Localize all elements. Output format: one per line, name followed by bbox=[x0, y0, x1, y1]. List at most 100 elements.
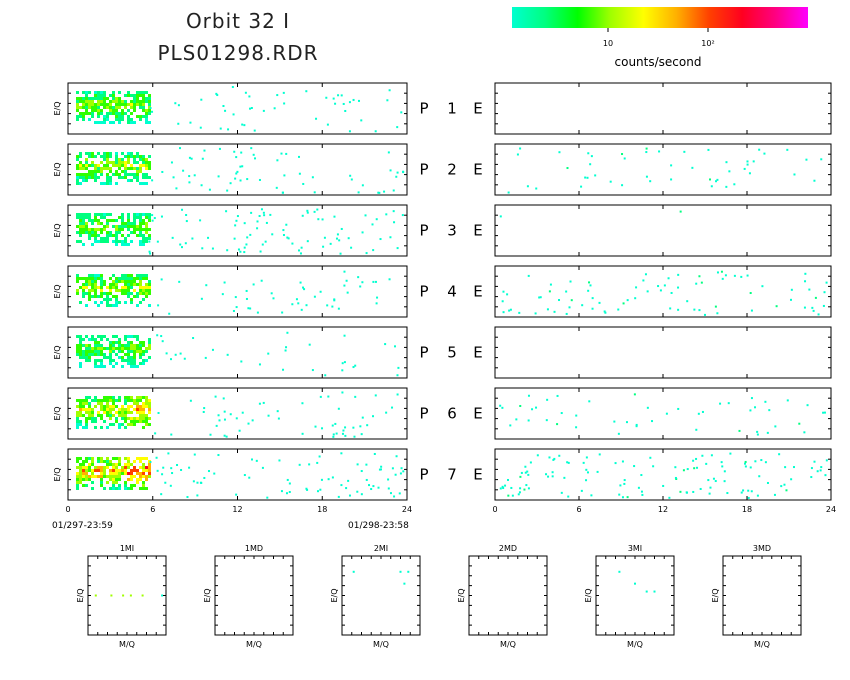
count-cell bbox=[142, 240, 145, 243]
count-cell bbox=[342, 102, 345, 105]
count-cell bbox=[82, 469, 85, 472]
count-cell bbox=[276, 410, 279, 413]
count-cell bbox=[124, 420, 127, 423]
count-cell bbox=[588, 400, 591, 403]
count-cell bbox=[199, 219, 202, 222]
count-cell bbox=[145, 216, 148, 219]
count-cell bbox=[261, 243, 264, 246]
count-cell bbox=[142, 417, 145, 420]
count-cell bbox=[109, 234, 112, 237]
count-cell bbox=[148, 338, 151, 341]
count-cell bbox=[91, 460, 94, 463]
count-cell bbox=[85, 359, 88, 362]
count-cell bbox=[245, 297, 248, 300]
count-cell bbox=[79, 173, 82, 176]
count-cell bbox=[139, 213, 142, 216]
count-cell bbox=[510, 486, 513, 489]
count-cell bbox=[85, 97, 88, 100]
count-cell bbox=[516, 153, 519, 156]
count-cell bbox=[311, 176, 314, 179]
y-axis-label: E/Q bbox=[53, 406, 62, 420]
count-cell bbox=[97, 170, 100, 173]
count-cell bbox=[103, 158, 106, 161]
count-cell bbox=[142, 292, 145, 295]
count-cell bbox=[247, 307, 250, 310]
count-cell bbox=[88, 356, 91, 359]
count-cell bbox=[824, 474, 827, 477]
count-cell bbox=[727, 402, 730, 405]
count-cell bbox=[91, 472, 94, 475]
count-cell bbox=[109, 478, 112, 481]
count-cell bbox=[820, 158, 823, 161]
count-cell bbox=[76, 155, 79, 158]
count-cell bbox=[118, 484, 121, 487]
count-cell bbox=[391, 467, 394, 470]
count-cell bbox=[705, 462, 708, 465]
count-cell bbox=[699, 487, 702, 490]
count-cell bbox=[139, 411, 142, 414]
count-cell bbox=[76, 353, 79, 356]
count-cell bbox=[100, 280, 103, 283]
count-cell bbox=[76, 106, 79, 109]
count-cell bbox=[813, 460, 816, 463]
count-cell bbox=[145, 237, 148, 240]
count-cell bbox=[185, 214, 188, 217]
count-cell bbox=[714, 305, 717, 308]
count-cell bbox=[246, 178, 249, 181]
count-cell bbox=[82, 112, 85, 115]
count-cell bbox=[646, 290, 649, 293]
count-cell bbox=[97, 106, 100, 109]
count-cell bbox=[85, 304, 88, 307]
count-cell bbox=[133, 484, 136, 487]
count-cell bbox=[139, 243, 142, 246]
x-tick-label: 6 bbox=[150, 505, 155, 514]
count-cell bbox=[130, 362, 133, 365]
count-cell bbox=[825, 281, 828, 284]
count-cell bbox=[316, 208, 319, 211]
mass-panel-frame bbox=[595, 555, 675, 636]
count-cell bbox=[112, 396, 115, 399]
count-cell bbox=[133, 335, 136, 338]
count-cell bbox=[130, 231, 133, 234]
count-cell bbox=[357, 276, 360, 279]
count-cell bbox=[139, 356, 142, 359]
count-cell bbox=[133, 289, 136, 292]
count-cell bbox=[97, 304, 100, 307]
count-cell bbox=[127, 335, 130, 338]
mass-panel-xlabel: M/Q bbox=[500, 640, 516, 649]
count-cell bbox=[338, 239, 341, 242]
count-cell bbox=[389, 236, 392, 239]
count-cell bbox=[97, 112, 100, 115]
count-cell bbox=[109, 109, 112, 112]
count-cell bbox=[149, 461, 152, 464]
count-cell bbox=[103, 115, 106, 118]
count-cell bbox=[820, 466, 823, 469]
count-cell bbox=[374, 130, 377, 133]
count-cell bbox=[130, 179, 133, 182]
count-cell bbox=[100, 362, 103, 365]
count-cell bbox=[130, 405, 133, 408]
count-cell bbox=[368, 484, 371, 487]
count-cell bbox=[506, 478, 509, 481]
count-cell bbox=[127, 289, 130, 292]
count-cell bbox=[524, 465, 527, 468]
count-cell bbox=[130, 478, 133, 481]
count-cell bbox=[112, 457, 115, 460]
count-cell bbox=[667, 277, 670, 280]
count-cell bbox=[76, 478, 79, 481]
count-cell bbox=[139, 100, 142, 103]
count-cell bbox=[325, 96, 328, 99]
right-spectrogram bbox=[499, 393, 826, 436]
count-cell bbox=[118, 426, 121, 429]
count-cell bbox=[79, 301, 82, 304]
count-cell bbox=[133, 228, 136, 231]
count-cell bbox=[97, 240, 100, 243]
count-cell bbox=[109, 304, 112, 307]
count-cell bbox=[240, 151, 243, 154]
count-cell bbox=[805, 158, 808, 161]
count-cell bbox=[679, 210, 682, 213]
count-cell bbox=[100, 240, 103, 243]
count-cell bbox=[208, 188, 211, 191]
count-cell bbox=[112, 344, 115, 347]
count-cell bbox=[100, 173, 103, 176]
